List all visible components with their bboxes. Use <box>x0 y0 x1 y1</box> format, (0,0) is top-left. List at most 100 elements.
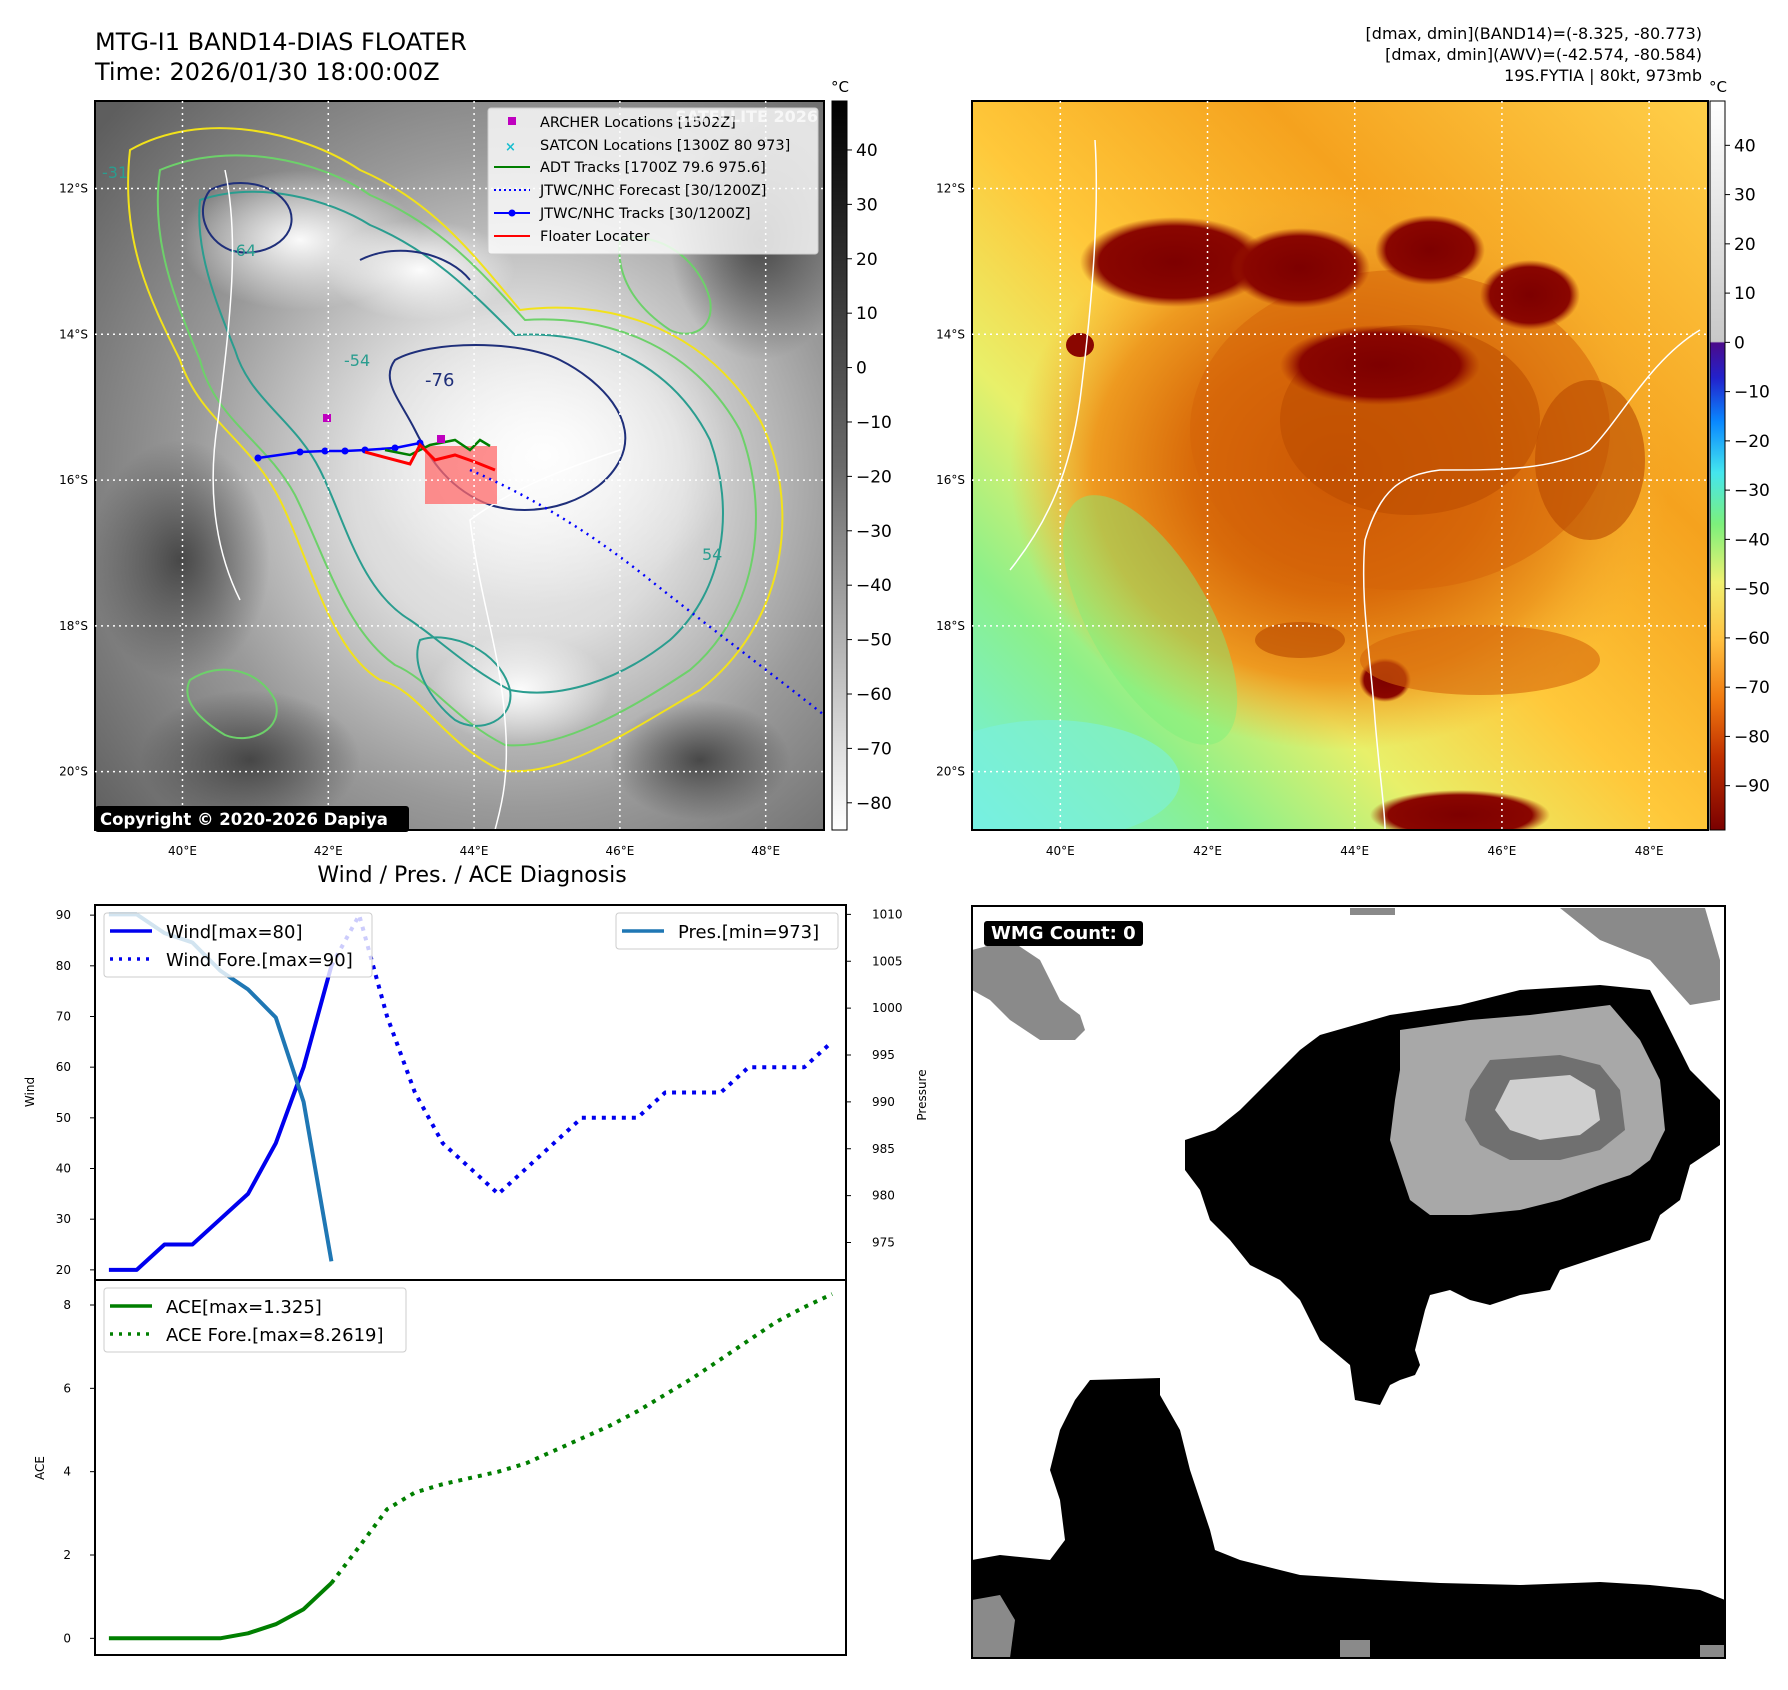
colorbar-tick-label: 10 <box>1734 284 1756 304</box>
ir-colorbar <box>831 100 848 831</box>
copyright-bg <box>95 806 409 832</box>
wmg-region <box>972 1378 1725 1658</box>
ytick-right-label: 1005 <box>872 954 903 968</box>
wmg-region <box>972 1595 1015 1658</box>
legend-ace: ACE[max=1.325] <box>166 1297 322 1318</box>
ir-colorbar-unit: °C <box>831 78 849 96</box>
dmax-awv: [dmax, dmin](AWV)=(-42.574, -80.584) <box>1385 45 1702 64</box>
colorbar-tick-label: −80 <box>1734 727 1770 747</box>
ir-legend: ARCHER Locations [1502Z] × SATCON Locati… <box>487 107 819 255</box>
colorbar-tick-label: 20 <box>856 250 878 270</box>
diagnosis-title: Wind / Pres. / ACE Diagnosis <box>317 863 626 888</box>
colorbar-tick-label: −40 <box>856 576 892 596</box>
wmg-region <box>972 940 1085 1040</box>
colorbar-tick-label: −30 <box>856 522 892 542</box>
awv-map-frame <box>971 100 1709 831</box>
series-line <box>108 1581 333 1641</box>
contour-label: 54 <box>702 545 722 564</box>
ytick-label: 90 <box>56 908 71 922</box>
ir-map-frame <box>94 100 825 831</box>
wmg-region <box>1350 908 1395 915</box>
ytick-right-label: 995 <box>872 1048 895 1062</box>
lon-tick-label: 42°E <box>314 844 343 858</box>
lat-tick-label: 14°S <box>59 327 88 341</box>
coastline <box>212 169 621 830</box>
ytick-label: 8 <box>63 1298 71 1312</box>
colorbar-tick-label: −20 <box>856 467 892 487</box>
wind-legend: Wind[max=80] Wind Fore.[max=90] <box>103 912 373 978</box>
wmg-region <box>1560 908 1720 1005</box>
ytick-label: 30 <box>56 1212 71 1226</box>
colorbar-tick-label: −40 <box>1734 530 1770 550</box>
contour-label: -31 <box>102 163 128 182</box>
ace-axis-label: ACE <box>33 1456 47 1480</box>
pressure-axis-label: Pressure <box>915 1069 929 1120</box>
colorbar-tick-label: 0 <box>1734 333 1745 353</box>
legend-tracks: JTWC/NHC Tracks [30/1200Z] <box>539 206 751 222</box>
ytick-label: 70 <box>56 1009 71 1023</box>
ytick-right-label: 975 <box>872 1236 895 1250</box>
lat-tick-label: 16°S <box>59 473 88 487</box>
ytick-label: 20 <box>56 1263 71 1277</box>
ir-colorbar-ticks: 40 30 20 10 0 −10 −20 −30 −40 −50 −60 −70 −80 <box>847 141 892 814</box>
figure-title: MTG-I1 BAND14-DIAS FLOATER <box>95 28 467 56</box>
legend-pres: Pres.[min=973] <box>678 922 819 943</box>
legend-satcon-marker: × <box>505 140 516 155</box>
colorbar-tick-label: 30 <box>856 195 878 215</box>
awv-coastline <box>1009 139 1701 830</box>
lat-tick-label: 18°S <box>936 619 965 633</box>
ytick-right-label: 1000 <box>872 1001 903 1015</box>
lon-tick-label: 40°E <box>168 844 197 858</box>
awv-colorbar-unit: °C <box>1709 78 1727 96</box>
colorbar-tick-label: −10 <box>856 413 892 433</box>
track-point <box>254 454 262 462</box>
colorbar-tick-label: −70 <box>856 739 892 759</box>
legend-tracks-dot <box>508 209 516 217</box>
lat-tick-label: 18°S <box>59 619 88 633</box>
colorbar-tick-label: −70 <box>1734 678 1770 698</box>
floater-locator <box>425 446 497 504</box>
watermark: SATELLITE 2026 <box>675 107 818 126</box>
lon-tick-label: 46°E <box>605 844 634 858</box>
ytick-label: 80 <box>56 959 71 973</box>
adt-track <box>384 438 491 457</box>
awv-gridlines <box>972 101 1708 830</box>
wmg-count: WMG Count: 0 <box>984 921 1143 946</box>
legend-wind-fore: Wind Fore.[max=90] <box>166 950 353 971</box>
lon-tick-label: 42°E <box>1193 844 1222 858</box>
colorbar-tick-label: −80 <box>856 794 892 814</box>
ytick-label: 2 <box>63 1548 71 1562</box>
lat-tick-label: 12°S <box>936 181 965 195</box>
ytick-label: 50 <box>56 1111 71 1125</box>
lat-tick-label: 20°S <box>936 765 965 779</box>
lon-tick-label: 44°E <box>460 844 489 858</box>
colorbar-tick-label: −50 <box>856 631 892 651</box>
ytick-label: 40 <box>56 1162 71 1176</box>
contour-label: -64 <box>230 241 256 260</box>
colorbar-tick-label: −20 <box>1734 432 1770 452</box>
ytick-label: 60 <box>56 1060 71 1074</box>
colorbar-tick-label: 20 <box>1734 235 1756 255</box>
ytick-right-label: 980 <box>872 1189 895 1203</box>
pres-legend: Pres.[min=973] <box>615 912 839 950</box>
floater-path <box>364 442 496 472</box>
colorbar-tick-label: 10 <box>856 304 878 324</box>
ir-map-axes: 40°E 42°E 44°E 46°E 48°E 12°S 14°S 16°S 18°S 20°S <box>59 181 780 858</box>
contour-label: -76 <box>425 370 454 391</box>
ytick-right-label: 990 <box>872 1095 895 1109</box>
archer-marker <box>323 414 331 422</box>
ytick-right-label: 1010 <box>872 907 903 921</box>
awv-satellite-map <box>972 101 1708 830</box>
track-point <box>296 448 304 456</box>
colorbar-tick-label: −60 <box>1734 629 1770 649</box>
legend-wind: Wind[max=80] <box>166 922 303 943</box>
colorbar-tick-label: −10 <box>1734 383 1770 403</box>
lon-tick-label: 46°E <box>1487 844 1516 858</box>
colorbar-tick-label: 40 <box>856 141 878 161</box>
legend-satcon: SATCON Locations [1300Z 80 973] <box>540 138 790 154</box>
colorbar-tick-label: −60 <box>856 685 892 705</box>
series-line <box>329 913 834 1196</box>
colorbar-tick-label: 40 <box>1734 136 1756 156</box>
series-line <box>108 965 334 1272</box>
ace-plot: 0 2 4 6 8 <box>63 1292 833 1645</box>
